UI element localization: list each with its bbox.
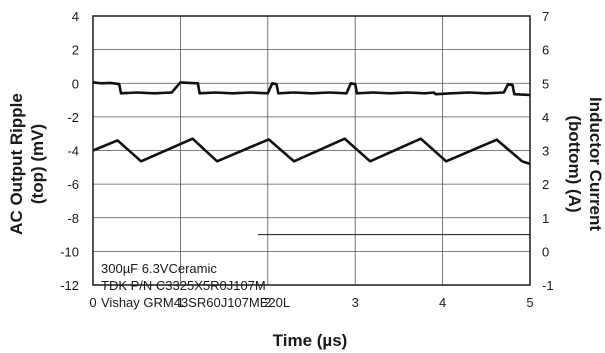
y-right-axis-title: Inductor Current (bottom) (A) [565, 97, 605, 231]
annotation-line-3: Vishay GRM43SR60J107ME20L [101, 295, 290, 310]
y-left-axis-title: AC Output Ripple (top) (mV) [7, 93, 47, 235]
x-tick-label: 2 [264, 295, 271, 310]
x-tick-label: 1 [177, 295, 184, 310]
y-left-axis-title-line-2: (top) (mV) [28, 124, 47, 204]
y-right-tick-label: 3 [542, 144, 549, 159]
y-right-tick-label: 6 [542, 43, 549, 58]
y-right-tick-label: 0 [542, 244, 549, 259]
y-left-tick-label: 2 [72, 43, 79, 58]
y-right-tick-label: 4 [542, 110, 549, 125]
annotation-line-2: TDK P/N C3325X5R0J107M [101, 278, 266, 293]
y-right-axis-title-line-1: Inductor Current [586, 97, 605, 231]
y-right-tick-label: 1 [542, 211, 549, 226]
y-left-tick-label: -12 [60, 278, 79, 293]
y-left-axis-title-line-1: AC Output Ripple [7, 93, 26, 235]
y-left-tick-label: 4 [72, 9, 79, 24]
y-right-tick-label: 5 [542, 76, 549, 91]
y-right-tick-label: 2 [542, 177, 549, 192]
annotation-line-1: 300µF 6.3VCeramic [101, 261, 217, 276]
x-tick-label: 3 [352, 295, 359, 310]
y-left-tick-label: -8 [67, 211, 79, 226]
y-left-tick-label: -2 [67, 110, 79, 125]
y-left-tick-label: -10 [60, 244, 79, 259]
y-left-tick-labels: 4 2 0 -2 -4 -6 -8 -10 -12 [60, 9, 79, 293]
x-axis-title: Time (µs) [273, 331, 348, 350]
x-tick-label: 5 [526, 295, 533, 310]
y-right-tick-labels: 7 6 5 4 3 2 1 0 -1 [542, 9, 554, 293]
y-left-tick-label: -4 [67, 144, 79, 159]
inductor-current-line [92, 137, 531, 166]
ac-output-ripple-line [92, 81, 531, 97]
series-group [92, 81, 531, 166]
y-right-axis-title-line-2: (bottom) (A) [565, 115, 584, 212]
x-tick-labels: 0 1 2 3 4 5 [89, 295, 533, 310]
x-tick-label: 0 [89, 295, 96, 310]
grid [92, 15, 531, 286]
y-left-tick-label: 0 [72, 76, 79, 91]
x-tick-label: 4 [439, 295, 446, 310]
y-left-tick-label: -6 [67, 177, 79, 192]
y-right-tick-label: 7 [542, 9, 549, 24]
annotation: 300µF 6.3VCeramic TDK P/N C3325X5R0J107M… [101, 234, 530, 310]
y-right-tick-label: -1 [542, 278, 554, 293]
